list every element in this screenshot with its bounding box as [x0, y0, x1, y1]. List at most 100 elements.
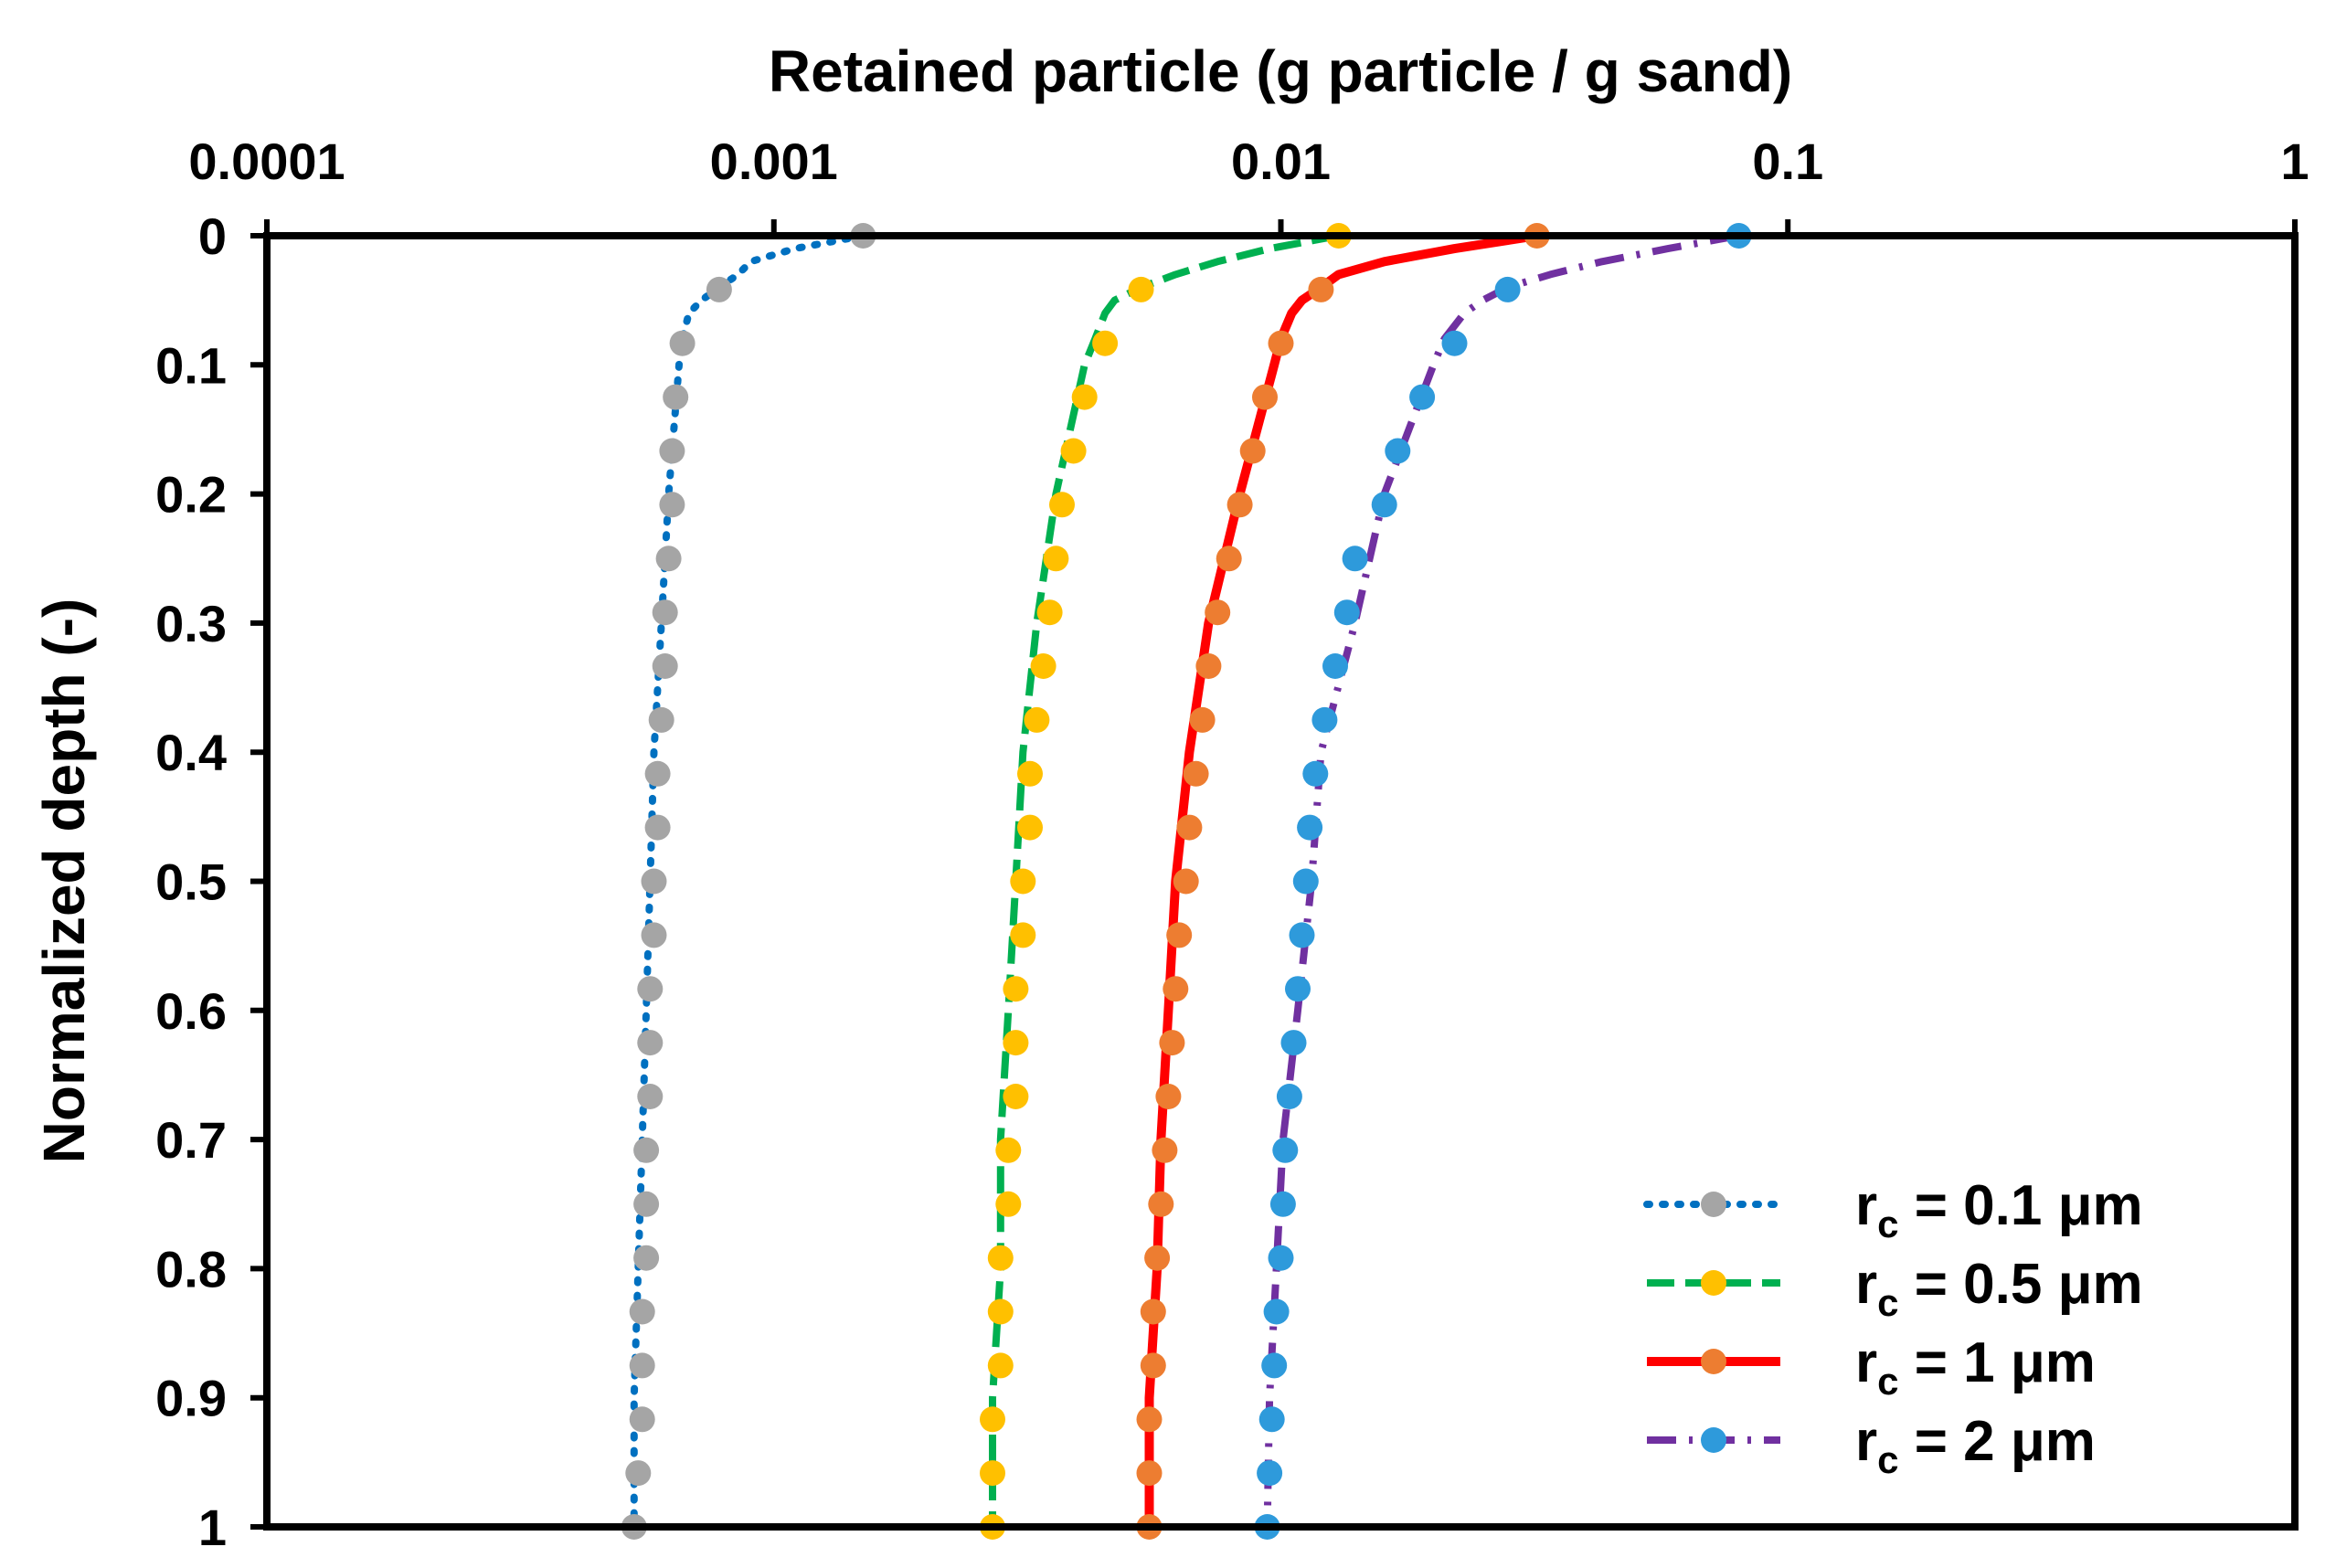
- series-point: [1371, 492, 1397, 518]
- series-point: [1036, 599, 1063, 626]
- series-point: [1441, 330, 1468, 356]
- series-point: [1017, 760, 1043, 787]
- series-point: [1297, 814, 1323, 841]
- legend-swatch-marker: [1701, 1270, 1726, 1296]
- series-point: [655, 546, 682, 572]
- y-tick-label: 0.4: [155, 724, 227, 781]
- series-point: [1166, 922, 1193, 948]
- series-point: [1136, 1460, 1163, 1487]
- series-point: [1163, 976, 1189, 1002]
- series-point: [1195, 653, 1222, 679]
- series-point: [1128, 276, 1154, 302]
- series-3: [1136, 223, 1550, 1540]
- series-point: [1092, 330, 1119, 356]
- y-axis-ticks: 0 0.1 0.2 0.3 0.4 0.5 0.6 0.7 0.8 0.9 1: [155, 207, 267, 1556]
- series-point: [1272, 1137, 1299, 1163]
- series-point: [629, 1298, 655, 1325]
- legend-label: rc = 0.1 μm: [1855, 1174, 2143, 1245]
- series-point: [1148, 1191, 1174, 1217]
- series-point: [987, 1352, 1014, 1379]
- series-point: [1144, 1245, 1171, 1271]
- legend-label-main: r: [1855, 1410, 1877, 1473]
- series-point: [1268, 1245, 1294, 1271]
- y-tick-label: 0.7: [155, 1111, 227, 1169]
- series-point: [995, 1191, 1022, 1217]
- legend-label: rc = 2 μm: [1855, 1410, 2096, 1481]
- series-point: [1003, 1084, 1029, 1109]
- series-point: [1173, 868, 1199, 895]
- series-point: [629, 1352, 655, 1379]
- series-point: [1269, 1191, 1296, 1217]
- series-point: [641, 868, 667, 895]
- series-point: [633, 1245, 660, 1271]
- series-point: [1176, 814, 1203, 841]
- series-line: [1263, 232, 1740, 1528]
- series-point: [652, 653, 678, 679]
- series-2: [980, 223, 1352, 1540]
- series-point: [1226, 492, 1253, 518]
- series-point: [652, 599, 678, 626]
- series-point: [669, 330, 695, 356]
- series-point: [1280, 1030, 1307, 1056]
- legend-swatch-marker: [1701, 1349, 1726, 1374]
- legend-label-subscript: c: [1877, 1360, 1898, 1403]
- y-tick-label: 0.3: [155, 595, 227, 652]
- legend-swatch-marker: [1701, 1427, 1726, 1453]
- legend-label-rest: = 0.5 μm: [1899, 1253, 2143, 1316]
- series-point: [1302, 760, 1329, 787]
- legend-item: rc = 2 μm: [1647, 1410, 2096, 1481]
- y-tick-label: 1: [198, 1499, 227, 1556]
- series-point: [1017, 814, 1043, 841]
- x-axis-ticks: 0.0001 0.001 0.01 0.1 1: [188, 132, 2309, 236]
- legend-label-main: r: [1855, 1331, 1877, 1394]
- series-point: [1216, 546, 1242, 572]
- series-point: [1049, 492, 1075, 518]
- series-point: [663, 384, 689, 410]
- series-line: [630, 232, 867, 1531]
- series-point: [1261, 1352, 1288, 1379]
- legend-label-subscript: c: [1877, 1281, 1898, 1324]
- series-4: [1254, 223, 1752, 1540]
- series-line: [1144, 231, 1538, 1527]
- legend-label-subscript: c: [1877, 1438, 1898, 1481]
- series-point: [644, 760, 671, 787]
- x-tick-label: 1: [2280, 132, 2309, 190]
- y-tick-label: 0.2: [155, 466, 227, 524]
- x-tick-label: 0.1: [1752, 132, 1823, 190]
- series-point: [1183, 760, 1209, 787]
- legend-swatch-marker: [1701, 1192, 1726, 1217]
- series-point: [1071, 384, 1098, 410]
- y-tick-label: 0: [198, 207, 227, 265]
- x-tick-label: 0.001: [710, 132, 838, 190]
- legend-label-rest: = 1 μm: [1899, 1331, 2096, 1394]
- series-point: [1268, 330, 1294, 356]
- series-point: [1342, 546, 1368, 572]
- series-point: [1152, 1137, 1178, 1163]
- series-point: [659, 492, 685, 518]
- series-point: [648, 706, 674, 733]
- series-point: [637, 976, 664, 1002]
- series-point: [995, 1137, 1022, 1163]
- legend-label-main: r: [1855, 1253, 1877, 1316]
- series-point: [1010, 868, 1036, 895]
- series-point: [625, 1460, 652, 1487]
- series-point: [1409, 384, 1436, 410]
- series-point: [1285, 976, 1311, 1002]
- series-point: [633, 1191, 660, 1217]
- legend-label-main: r: [1855, 1174, 1877, 1237]
- series-point: [1311, 706, 1338, 733]
- series-point: [1024, 706, 1050, 733]
- x-tick-label: 0.01: [1231, 132, 1331, 190]
- series-point: [659, 438, 685, 464]
- series-point: [1494, 276, 1521, 302]
- x-tick-label: 0.0001: [188, 132, 345, 190]
- series-point: [1060, 438, 1087, 464]
- series-point: [637, 1084, 664, 1109]
- series-point: [1140, 1298, 1166, 1325]
- series-point: [1010, 922, 1036, 948]
- legend-label-rest: = 0.1 μm: [1899, 1174, 2143, 1237]
- series-point: [1030, 653, 1057, 679]
- series-point: [980, 1460, 1005, 1487]
- series-point: [1333, 599, 1360, 626]
